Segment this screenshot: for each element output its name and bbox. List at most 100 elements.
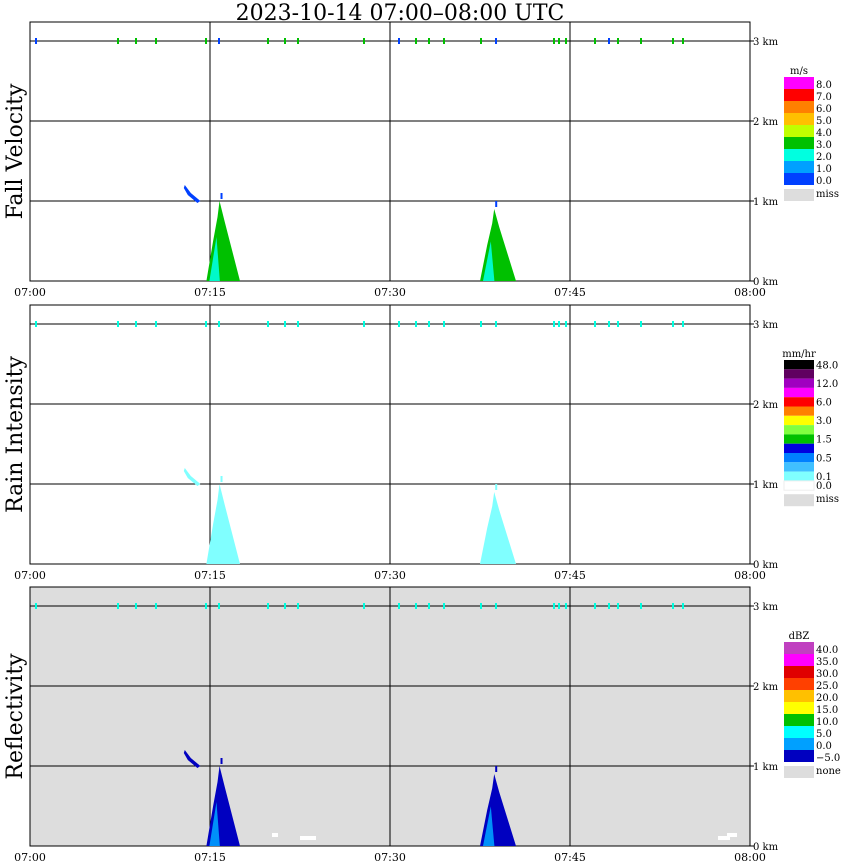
echo-clutter <box>682 603 684 609</box>
echo-clutter <box>495 603 497 609</box>
legend-miss-swatch <box>784 766 814 778</box>
legend-unit: m/s <box>790 66 808 77</box>
x-tick-label: 07:45 <box>554 286 586 299</box>
panel-fall-velocity: 07:00 07:15 07:30 07:45 08:000 km 1 km 2 km 3 k… <box>3 21 839 299</box>
legend-miss-label: none <box>816 766 841 777</box>
legend-swatch <box>784 89 814 101</box>
legend-unit: dBZ <box>789 631 810 642</box>
echo-clutter <box>480 603 482 609</box>
echo-clutter <box>415 321 417 327</box>
legend-label: 0.1 <box>816 472 832 483</box>
y-tick-label: 0 km <box>753 277 779 288</box>
surface-clutter <box>272 833 278 837</box>
panel-ylabel: Rain Intensity <box>3 355 28 512</box>
y-tick-label: 0 km <box>753 560 779 571</box>
legend-swatch <box>784 434 814 444</box>
legend-swatch <box>784 453 814 463</box>
echo-clutter <box>682 321 684 327</box>
echo-clutter <box>428 38 430 44</box>
legend-label: 2.0 <box>816 152 832 163</box>
echo-clutter <box>495 38 497 44</box>
echo-edge <box>209 520 220 564</box>
echo-clutter <box>363 321 365 327</box>
echo-top-cell <box>220 476 223 482</box>
y-tick-label: 1 km <box>753 762 779 773</box>
echo-clutter <box>205 38 207 44</box>
echo-top-cell <box>495 201 498 207</box>
legend-swatch <box>784 378 814 388</box>
legend-label: 6.0 <box>816 104 832 115</box>
panel-rain-intensity: 07:00 07:15 07:30 07:45 08:000 km 1 km 2 km 3 k… <box>3 304 839 582</box>
panels-container: 07:00 07:15 07:30 07:45 08:000 km1 km2 km3 k… <box>3 21 841 864</box>
legend-swatch <box>784 161 814 173</box>
echo-clutter <box>297 603 299 609</box>
legend-label: 48.0 <box>816 360 838 371</box>
legend-label: 20.0 <box>816 693 838 704</box>
x-tick-label: 07:45 <box>554 569 586 582</box>
echo-clutter <box>267 603 269 609</box>
x-tick-label: 07:15 <box>194 569 226 582</box>
echo-clutter <box>594 321 596 327</box>
legend-swatch <box>784 387 814 398</box>
echo-clutter <box>640 38 642 44</box>
x-tick-label: 07:45 <box>554 851 586 864</box>
legend-swatch <box>784 462 814 472</box>
echo-clutter <box>155 603 157 609</box>
y-tick-label: 1 km <box>753 480 779 491</box>
legend-miss-label: miss <box>816 189 839 200</box>
legend-label: 40.0 <box>816 645 838 656</box>
echo-top-cell <box>495 484 498 490</box>
echo-streak <box>183 750 201 768</box>
echo-clutter <box>117 321 119 327</box>
echo-clutter <box>205 321 207 327</box>
echo-clutter <box>672 321 674 327</box>
legend-label: 1.5 <box>816 435 832 446</box>
legend-label: 15.0 <box>816 705 838 716</box>
echo-clutter <box>284 603 286 609</box>
x-tick-label: 07:00 <box>14 286 46 299</box>
echo-clutter <box>594 603 596 609</box>
echo-top-cell <box>495 766 498 772</box>
echo-clutter <box>565 321 567 327</box>
echo-clutter <box>443 38 445 44</box>
surface-clutter <box>718 836 730 840</box>
echo-clutter <box>617 321 619 327</box>
legend-swatch <box>784 666 814 678</box>
echo-clutter <box>205 603 207 609</box>
legend-swatch <box>784 726 814 738</box>
legend-swatch <box>784 738 814 750</box>
legend-label: 3.0 <box>816 416 832 427</box>
echo-clutter <box>415 38 417 44</box>
echo-clutter <box>218 603 220 609</box>
legend-swatch <box>784 750 814 762</box>
legend-swatch <box>784 360 814 370</box>
legend-label: 1.0 <box>816 164 832 175</box>
legend-swatch <box>784 654 814 666</box>
echo-clutter <box>617 603 619 609</box>
x-tick-label: 07:30 <box>374 851 406 864</box>
legend-swatch <box>784 443 814 453</box>
legend-label: 3.0 <box>816 140 832 151</box>
legend-label: 8.0 <box>816 80 832 91</box>
legend-swatch <box>784 113 814 125</box>
echo-clutter <box>35 321 37 327</box>
echo-clutter <box>565 603 567 609</box>
echo-clutter <box>218 38 220 44</box>
echo-clutter <box>267 321 269 327</box>
legend-label: −5.0 <box>816 753 840 764</box>
echo-clutter <box>608 321 610 327</box>
echo-clutter <box>398 38 400 44</box>
legend-label: 0.0 <box>816 481 832 492</box>
echo-clutter <box>608 38 610 44</box>
echo-clutter <box>553 603 555 609</box>
echo-clutter <box>553 321 555 327</box>
legend-swatch <box>784 397 814 407</box>
echo-clutter <box>428 321 430 327</box>
legend-miss-swatch <box>784 494 814 507</box>
echo-edge <box>483 524 495 564</box>
legend-unit: mm/hr <box>782 349 816 360</box>
echo-clutter <box>135 321 137 327</box>
echo-clutter <box>35 603 37 609</box>
surface-clutter <box>300 836 316 840</box>
